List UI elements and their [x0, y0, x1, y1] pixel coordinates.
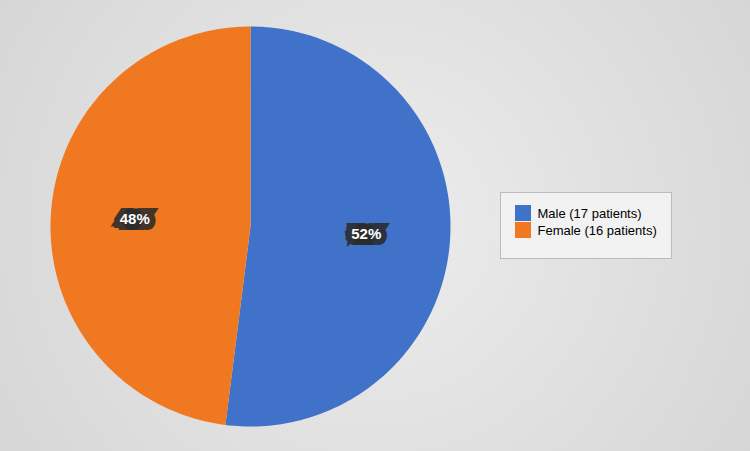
svg-text:48%: 48% — [120, 210, 150, 227]
svg-text:52%: 52% — [351, 224, 381, 241]
html-text:Female (16 patients): Female (16 patients) — [537, 222, 657, 238]
html-text:Male (17 patients): Male (17 patients) — [537, 205, 642, 221]
